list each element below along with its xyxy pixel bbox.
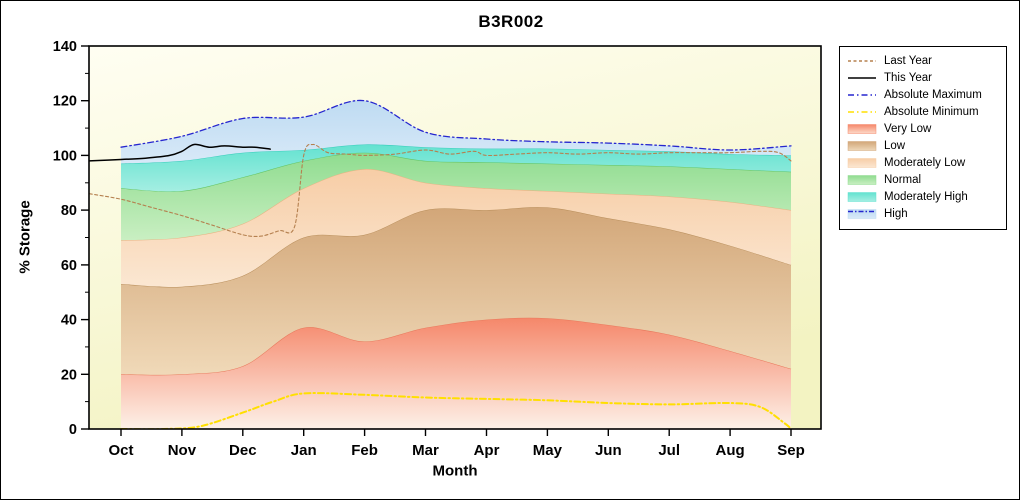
svg-text:Nov: Nov [168,442,197,459]
svg-text:60: 60 [61,258,77,274]
line-last-year [89,143,792,238]
band-high [121,100,791,164]
svg-text:Apr: Apr [474,442,500,459]
legend-label: Very Low [884,123,932,135]
legend-label: Last Year [884,55,932,67]
svg-text:0: 0 [69,422,77,438]
svg-text:May: May [533,442,563,459]
legend-sample-last-year-icon [848,60,876,62]
band-moderately-high [121,144,791,192]
svg-text:Sep: Sep [777,442,805,459]
legend: Last Year This Year Absolute Maximum Absolu… [839,46,1007,230]
svg-text:80: 80 [61,203,77,219]
band-very-low [121,317,791,429]
line-absolute-minimum [120,392,792,429]
svg-text:Dec: Dec [229,442,257,459]
svg-text:140: 140 [53,39,77,55]
legend-item-last-year: Last Year [847,53,999,69]
svg-text:Jan: Jan [291,442,317,459]
legend-item-normal: Normal [847,172,999,188]
band-moderately-low [121,169,791,288]
legend-item-high: High [847,206,999,222]
legend-sample-normal-icon [847,175,877,185]
legend-item-moderately-high: Moderately High [847,189,999,205]
plot-area [89,99,792,429]
legend-sample-low-icon [847,141,877,151]
legend-sample-moderately-high-icon [847,192,877,202]
legend-item-this-year: This Year [847,70,999,86]
svg-text:120: 120 [53,94,77,110]
chart-title: B3R002 [478,12,544,31]
svg-text:40: 40 [61,313,77,329]
svg-text:Jul: Jul [658,442,680,459]
legend-label: Moderately Low [884,157,966,169]
legend-label: High [884,208,908,220]
legend-item-absolute-minimum: Absolute Minimum [847,104,999,120]
legend-label: This Year [884,72,932,84]
svg-text:100: 100 [53,148,77,164]
legend-label: Absolute Minimum [884,106,979,118]
legend-sample-absolute-maximum-icon [848,94,876,96]
band-normal [121,152,791,241]
legend-item-low: Low [847,138,999,154]
legend-sample-high-icon [847,209,877,219]
legend-label: Absolute Maximum [884,89,982,101]
line-absolute-maximum [120,99,792,151]
legend-label: Moderately High [884,191,968,203]
legend-sample-moderately-low-icon [847,158,877,168]
svg-text:20: 20 [61,367,77,383]
legend-label: Normal [884,174,922,186]
axes: 0 20 40 60 80 100 120 140 Oct Nov Dec Jan Feb Mar Apr M… [53,39,822,459]
band-low [121,207,791,375]
x-axis-label: Month [432,462,478,480]
legend-sample-absolute-minimum-icon [848,111,876,113]
y-axis-label: % Storage [16,200,34,274]
svg-text:Feb: Feb [351,442,378,459]
legend-sample-this-year-icon [848,77,876,79]
legend-label: Low [884,140,906,152]
legend-sample-very-low-icon [847,124,877,134]
line-this-year [89,143,271,162]
svg-text:Oct: Oct [108,442,133,459]
legend-item-absolute-maximum: Absolute Maximum [847,87,999,103]
legend-item-very-low: Very Low [847,121,999,137]
svg-text:Jun: Jun [595,442,622,459]
legend-item-moderately-low: Moderately Low [847,155,999,171]
svg-text:Aug: Aug [716,442,745,459]
svg-text:Mar: Mar [412,442,439,459]
